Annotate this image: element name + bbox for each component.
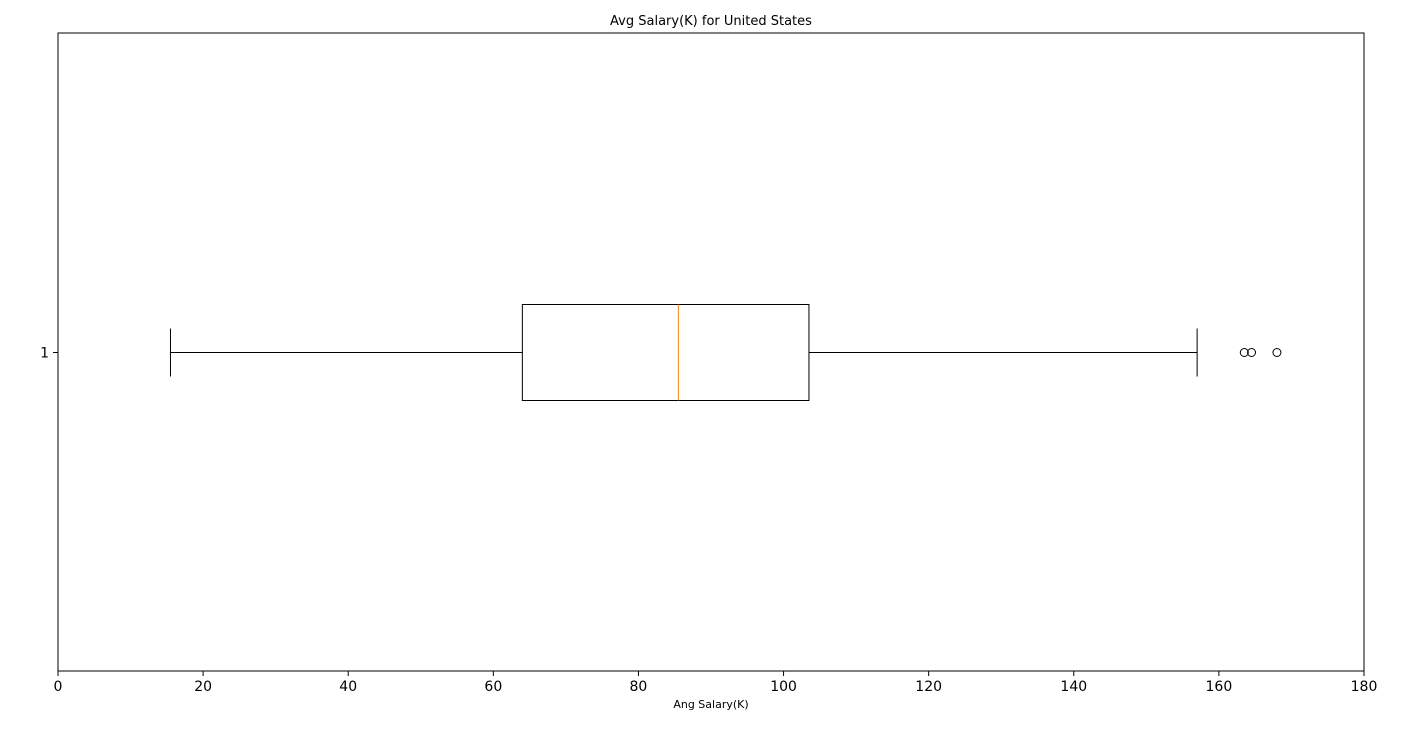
outlier-point — [1272, 348, 1282, 357]
x-axis-label: Ang Salary(K) — [673, 698, 748, 711]
x-tick-label: 120 — [915, 679, 942, 695]
x-tick-label: 20 — [194, 679, 212, 695]
x-tick-label: 140 — [1060, 679, 1087, 695]
chart-title: Avg Salary(K) for United States — [610, 14, 812, 29]
outlier-point — [1239, 348, 1249, 357]
x-axis-ticks: 0 20 40 60 80 100 120 140 160 180 — [54, 671, 1378, 695]
x-tick-label: 80 — [630, 679, 648, 695]
x-tick-label: 40 — [339, 679, 357, 695]
x-tick-label: 160 — [1206, 679, 1233, 695]
x-tick-label: 0 — [54, 679, 63, 695]
y-tick-label: 1 — [40, 346, 49, 362]
box-series — [169, 304, 1282, 401]
iqr-box — [521, 304, 810, 401]
y-axis-ticks: 1 — [40, 346, 58, 362]
outlier-point — [1247, 348, 1257, 357]
x-tick-label: 60 — [484, 679, 502, 695]
x-tick-label: 100 — [770, 679, 797, 695]
x-tick-label: 180 — [1351, 679, 1378, 695]
